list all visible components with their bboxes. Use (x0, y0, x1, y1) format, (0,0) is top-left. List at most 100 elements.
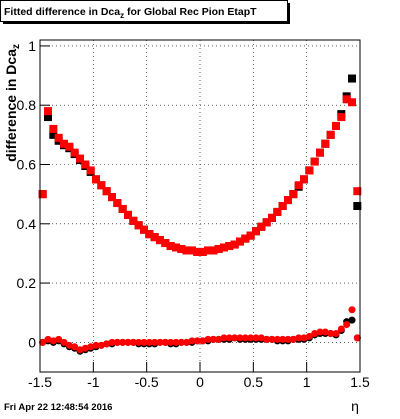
data-point (332, 329, 340, 337)
y-tick-label: 0 (28, 334, 36, 350)
data-point (289, 335, 297, 343)
data-point (124, 210, 132, 219)
y-tick-label: 0.2 (17, 275, 37, 291)
data-point (294, 181, 303, 190)
data-point (316, 328, 324, 336)
data-point (182, 246, 191, 255)
data-point (118, 204, 127, 213)
y-tick-label: 0.6 (17, 157, 37, 173)
data-point (284, 196, 292, 205)
data-point (252, 227, 260, 236)
data-point (300, 334, 308, 342)
data-point (214, 244, 223, 253)
chart-title: Fitted difference in Dcaz for Global Rec… (4, 6, 257, 20)
data-point (348, 316, 356, 324)
data-point (140, 225, 148, 234)
data-point (220, 334, 228, 342)
data-point (204, 246, 212, 255)
data-point (49, 337, 57, 345)
data-point (129, 338, 137, 346)
data-point (44, 107, 52, 116)
data-point (188, 337, 196, 345)
frame (39, 39, 361, 373)
title-main: Fitted difference in Dca (4, 6, 120, 18)
data-point (305, 166, 314, 175)
y-tick-label: 0.8 (17, 97, 37, 113)
data-point (263, 335, 271, 343)
data-point (151, 338, 159, 346)
data-point (252, 334, 260, 342)
data-point (348, 74, 356, 83)
data-point (129, 216, 138, 225)
data-point (44, 113, 52, 122)
data-point (102, 187, 111, 196)
data-point (156, 338, 164, 346)
data-point (295, 334, 303, 342)
data-point (193, 337, 201, 345)
data-point (262, 218, 271, 227)
data-point (241, 234, 250, 243)
data-point (60, 338, 68, 346)
data-point (39, 338, 47, 346)
data-point (230, 240, 239, 249)
data-point (113, 338, 121, 346)
data-point (166, 242, 175, 251)
data-point (353, 334, 361, 342)
data-point (156, 236, 164, 245)
data-point (92, 341, 100, 349)
data-point (316, 148, 324, 157)
x-tick-label: -1 (87, 374, 100, 390)
data-point (188, 246, 196, 255)
data-point (97, 181, 106, 190)
data-point (145, 230, 154, 239)
x-tick-label: 0 (196, 374, 204, 390)
data-point (54, 133, 63, 142)
data-point (65, 142, 74, 151)
data-point (161, 338, 169, 346)
data-point (199, 337, 207, 345)
x-tick-label: -1.5 (28, 374, 52, 390)
data-point (311, 329, 319, 337)
data-point (321, 139, 330, 148)
data-point (268, 213, 276, 222)
data-point (70, 148, 79, 157)
data-point (134, 221, 143, 230)
data-point (310, 157, 319, 166)
data-point (49, 124, 58, 133)
data-point (65, 341, 73, 349)
data-point (87, 343, 95, 351)
data-point (241, 334, 249, 342)
data-point (60, 139, 68, 148)
data-point (183, 338, 191, 346)
title-box (0, 0, 288, 22)
data-point (209, 246, 218, 255)
x-axis-label: η (351, 398, 359, 414)
data-point (55, 335, 63, 343)
data-point (119, 338, 127, 346)
data-point (38, 190, 47, 199)
data-point (81, 160, 90, 169)
data-point (343, 321, 351, 329)
data-point (108, 338, 116, 346)
data-point (247, 334, 255, 342)
data-point (342, 95, 351, 104)
data-point (337, 325, 345, 333)
data-point (225, 334, 233, 342)
data-point (348, 98, 356, 107)
data-point (353, 202, 362, 210)
data-point (86, 166, 95, 175)
data-point (92, 175, 100, 184)
data-point (327, 329, 335, 337)
data-point (150, 233, 159, 242)
data-point (257, 222, 266, 231)
data-point (353, 187, 362, 196)
data-point (177, 244, 186, 253)
data-point (305, 332, 313, 340)
data-point (103, 340, 111, 348)
data-point (209, 335, 217, 343)
data-point (44, 335, 52, 343)
data-point (204, 335, 212, 343)
data-point (278, 202, 287, 210)
data-point (332, 121, 340, 130)
